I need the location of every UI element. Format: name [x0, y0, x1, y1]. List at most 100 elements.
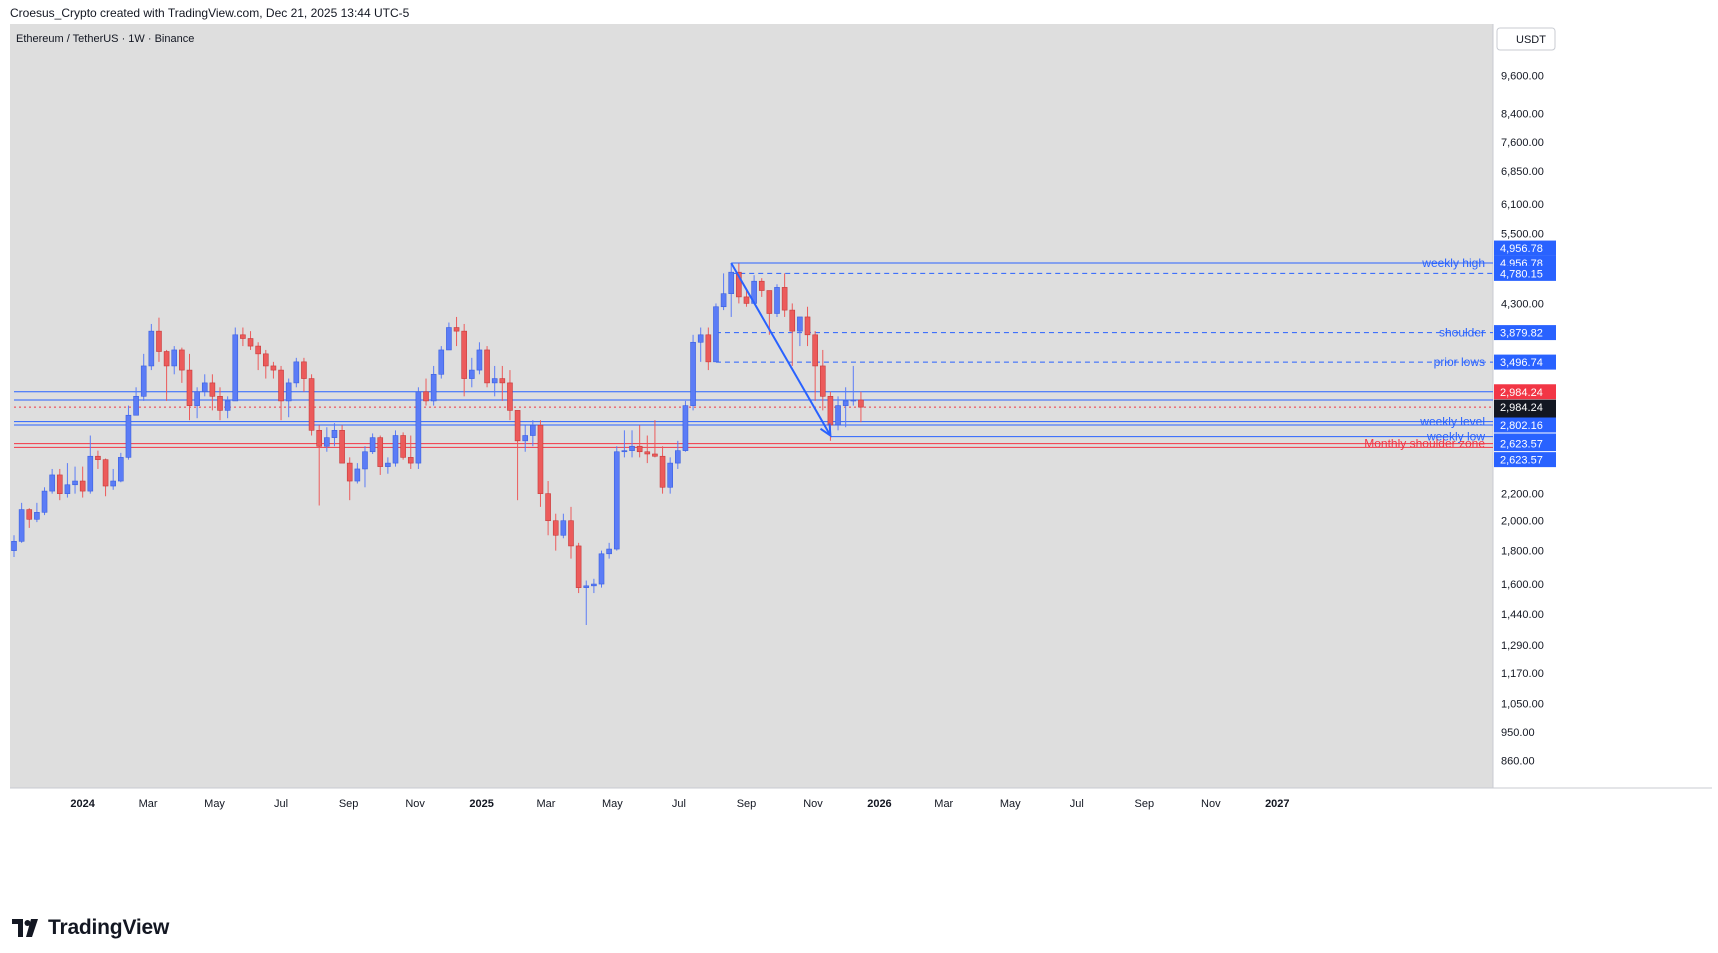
candle-body[interactable] — [232, 334, 239, 402]
candle-body[interactable] — [591, 583, 597, 587]
candle-body[interactable] — [49, 474, 55, 492]
candle-body[interactable] — [72, 480, 78, 486]
candle-body[interactable] — [87, 455, 94, 492]
candle-body[interactable] — [118, 457, 124, 482]
candle-body[interactable] — [583, 585, 590, 588]
candle-body[interactable] — [568, 520, 574, 547]
candle-body[interactable] — [774, 287, 780, 314]
candle-body[interactable] — [476, 349, 483, 371]
candle-body[interactable] — [545, 493, 551, 522]
candle-body[interactable] — [720, 293, 727, 308]
candle-body[interactable] — [110, 480, 116, 487]
time-axis[interactable] — [10, 788, 1712, 898]
candle-body[interactable] — [194, 391, 200, 406]
candle-body[interactable] — [514, 410, 521, 442]
tradingview-brand[interactable]: TradingView — [12, 914, 169, 942]
candle-body[interactable] — [468, 369, 475, 379]
candle-body[interactable] — [346, 462, 353, 482]
candle-body[interactable] — [652, 453, 658, 457]
candle-body[interactable] — [186, 369, 193, 406]
candle-body[interactable] — [804, 316, 811, 336]
candle-body[interactable] — [789, 309, 796, 332]
candle-body[interactable] — [415, 391, 422, 464]
candle-body[interactable] — [835, 405, 841, 426]
currency-button[interactable] — [1496, 27, 1556, 51]
candle-body[interactable] — [537, 424, 544, 494]
candle-body[interactable] — [285, 382, 292, 402]
candle-body[interactable] — [339, 430, 345, 464]
candle-body[interactable] — [26, 509, 33, 520]
trend-arrow-line[interactable] — [730, 262, 832, 437]
candle-body[interactable] — [484, 349, 490, 384]
candle-body[interactable] — [331, 430, 338, 438]
candle-body[interactable] — [697, 334, 704, 343]
candle-body[interactable] — [354, 468, 361, 482]
candle-body[interactable] — [255, 345, 261, 355]
candle-body[interactable] — [278, 369, 284, 402]
candle-body[interactable] — [430, 373, 437, 402]
candle-body[interactable] — [293, 361, 300, 384]
candle-body[interactable] — [133, 396, 139, 416]
candle-body[interactable] — [407, 457, 414, 464]
candle-body[interactable] — [819, 365, 826, 397]
candle-body[interactable] — [385, 462, 391, 467]
candle-body[interactable] — [606, 548, 612, 555]
candle-body[interactable] — [423, 391, 429, 402]
candle-body[interactable] — [163, 351, 170, 367]
candle-body[interactable] — [659, 455, 666, 488]
candle-body[interactable] — [400, 435, 406, 458]
candle-body[interactable] — [629, 445, 635, 451]
candle-body[interactable] — [41, 490, 48, 513]
candle-body[interactable] — [522, 435, 529, 442]
candle-body[interactable] — [148, 330, 155, 367]
candle-body[interactable] — [171, 349, 178, 367]
candle-body[interactable] — [240, 334, 246, 339]
candle-body[interactable] — [95, 455, 101, 460]
candle-body[interactable] — [102, 459, 109, 487]
candle-body[interactable] — [644, 451, 651, 455]
candle-body[interactable] — [598, 553, 605, 585]
candle-body[interactable] — [728, 271, 735, 294]
candle-body[interactable] — [262, 353, 269, 367]
candle-body[interactable] — [499, 378, 506, 384]
candle-body[interactable] — [552, 520, 559, 536]
candle-body[interactable] — [446, 327, 452, 351]
candle-body[interactable] — [736, 271, 742, 298]
candle-body[interactable] — [201, 382, 208, 393]
candle-body[interactable] — [560, 520, 567, 536]
candle-body[interactable] — [613, 451, 620, 550]
candle-body[interactable] — [621, 450, 628, 453]
candle-body[interactable] — [636, 445, 643, 453]
candle-body[interactable] — [453, 327, 460, 332]
candle-body[interactable] — [850, 399, 857, 402]
candle-body[interactable] — [209, 382, 216, 397]
candle-body[interactable] — [827, 396, 834, 426]
candle-body[interactable] — [667, 462, 673, 488]
candle-body[interactable] — [766, 290, 773, 314]
candle-body[interactable] — [758, 280, 765, 291]
candle-body[interactable] — [224, 400, 231, 411]
candle-body[interactable] — [34, 512, 40, 520]
candle-body[interactable] — [179, 349, 185, 371]
candle-body[interactable] — [79, 480, 86, 492]
candle-body[interactable] — [362, 451, 368, 470]
candle-body[interactable] — [64, 484, 71, 494]
candle-body[interactable] — [675, 450, 681, 464]
candle-body[interactable] — [461, 330, 467, 379]
candle-body[interactable] — [438, 349, 445, 375]
candle-body[interactable] — [11, 541, 17, 551]
candle-body[interactable] — [308, 378, 315, 431]
candle-body[interactable] — [316, 430, 323, 447]
candle-body[interactable] — [369, 437, 376, 453]
price-chart[interactable]: Ethereum / TetherUS · 1W · Binance USDT 9,… — [10, 24, 1712, 898]
candle-body[interactable] — [217, 396, 223, 411]
candle-body[interactable] — [125, 414, 132, 458]
candle-body[interactable] — [156, 330, 162, 352]
candle-body[interactable] — [858, 399, 864, 408]
candle-body[interactable] — [575, 545, 582, 588]
candle-body[interactable] — [690, 341, 696, 406]
candle-body[interactable] — [270, 365, 277, 371]
candle-body[interactable] — [507, 382, 513, 411]
plot-area[interactable] — [10, 24, 1493, 788]
candle-body[interactable] — [743, 296, 750, 304]
